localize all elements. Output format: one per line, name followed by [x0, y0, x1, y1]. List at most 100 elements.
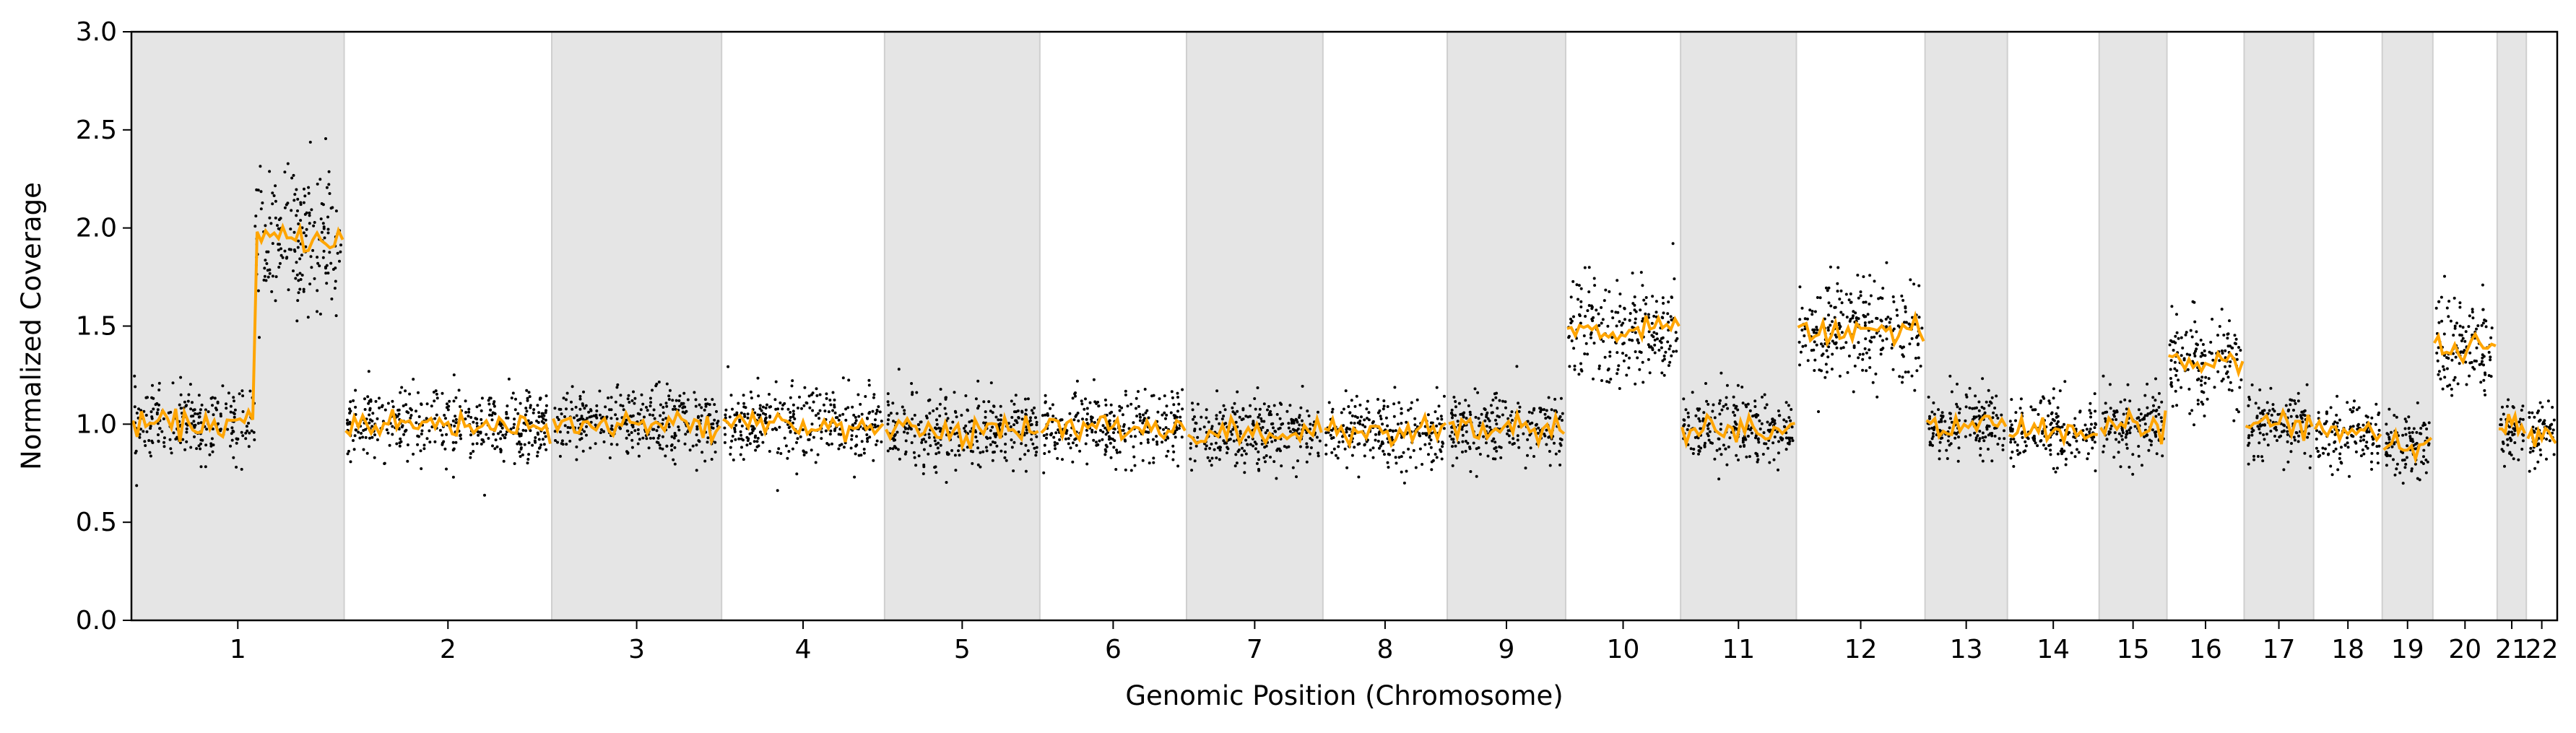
coverage-point [1826, 289, 1829, 292]
coverage-point [560, 412, 563, 416]
coverage-point [1146, 441, 1150, 444]
coverage-point [521, 428, 525, 432]
coverage-point [1524, 467, 1527, 470]
coverage-point [1147, 416, 1150, 420]
coverage-point [316, 310, 318, 313]
coverage-point [1699, 446, 1703, 450]
coverage-point [2247, 443, 2250, 447]
coverage-point [334, 279, 337, 283]
coverage-point [2193, 352, 2196, 355]
coverage-point [2500, 448, 2504, 451]
coverage-point [199, 438, 203, 442]
coverage-point [2416, 401, 2419, 404]
coverage-point [649, 396, 652, 400]
coverage-point [513, 417, 516, 421]
coverage-point [199, 421, 203, 425]
coverage-point [1590, 331, 1593, 334]
coverage-point [296, 197, 300, 201]
coverage-point [1741, 441, 1745, 444]
coverage-point [240, 430, 243, 434]
coverage-point [2187, 387, 2191, 391]
coverage-point [1917, 284, 1921, 287]
coverage-point [2424, 471, 2428, 474]
coverage-point [1112, 431, 1115, 435]
coverage-point [943, 407, 947, 410]
coverage-point [536, 454, 539, 458]
coverage-point [2154, 415, 2158, 418]
coverage-point [1287, 422, 1291, 425]
coverage-point [2083, 423, 2087, 427]
coverage-point [1987, 448, 1990, 451]
coverage-point [1510, 410, 1514, 414]
coverage-point [1421, 432, 1425, 435]
coverage-point [279, 253, 283, 257]
coverage-point [2154, 430, 2158, 434]
coverage-point [1164, 438, 1168, 442]
coverage-point [298, 272, 302, 275]
coverage-point [1736, 408, 1740, 412]
coverage-point [1713, 457, 1717, 461]
coverage-point [2445, 356, 2448, 360]
coverage-point [1030, 438, 1033, 441]
coverage-point [922, 465, 926, 469]
coverage-point [308, 222, 311, 225]
coverage-point [1483, 407, 1486, 410]
coverage-point [1218, 446, 1221, 448]
coverage-point [2231, 346, 2234, 350]
coverage-point [1694, 435, 1697, 439]
coverage-point [680, 402, 683, 406]
coverage-point [1269, 409, 1272, 413]
coverage-point [1648, 371, 1652, 375]
coverage-point [506, 416, 510, 420]
coverage-point [1801, 344, 1805, 348]
coverage-point [545, 448, 548, 451]
coverage-point [787, 426, 791, 430]
coverage-point [1469, 413, 1473, 417]
coverage-point [682, 405, 685, 409]
coverage-point [2112, 413, 2115, 417]
coverage-point [2292, 409, 2295, 412]
coverage-point [287, 288, 290, 292]
coverage-point [2224, 365, 2227, 368]
coverage-point [543, 431, 546, 435]
coverage-point [715, 409, 718, 413]
coverage-point [2512, 433, 2516, 436]
coverage-point [936, 446, 940, 450]
coverage-point [404, 403, 408, 407]
coverage-point [1739, 445, 1742, 448]
coverage-point [2385, 451, 2388, 455]
coverage-point [2147, 448, 2151, 452]
coverage-point [1842, 346, 1845, 350]
coverage-point [381, 404, 384, 407]
coverage-point [352, 439, 355, 442]
coverage-point [212, 413, 215, 417]
coverage-point [1143, 388, 1147, 391]
coverage-point [454, 415, 457, 418]
coverage-point [2224, 349, 2227, 352]
y-axis-ticks: 0.00.51.01.52.02.53.0 [76, 17, 131, 636]
coverage-point [1633, 303, 1636, 307]
coverage-point [1805, 317, 1809, 321]
coverage-point [982, 400, 986, 404]
coverage-point [259, 207, 263, 211]
coverage-point [1750, 431, 1753, 435]
segment-line-5 [885, 412, 1039, 451]
coverage-point [1452, 441, 1455, 444]
coverage-point [152, 407, 155, 411]
coverage-point [1798, 363, 1801, 367]
coverage-point [1569, 295, 1573, 299]
coverage-point [1056, 456, 1059, 460]
coverage-point [1361, 423, 1365, 427]
coverage-point [1554, 409, 1558, 412]
coverage-point [1798, 318, 1802, 321]
coverage-point [776, 451, 779, 454]
coverage-point [2129, 426, 2133, 430]
coverage-point [1968, 406, 1972, 409]
coverage-point [1309, 446, 1313, 449]
coverage-point [2388, 454, 2392, 458]
coverage-point [1231, 428, 1235, 431]
y-tick-label-3.0: 3.0 [76, 17, 117, 47]
coverage-point [2011, 428, 2014, 431]
coverage-point [383, 462, 386, 465]
coverage-point [982, 421, 986, 425]
